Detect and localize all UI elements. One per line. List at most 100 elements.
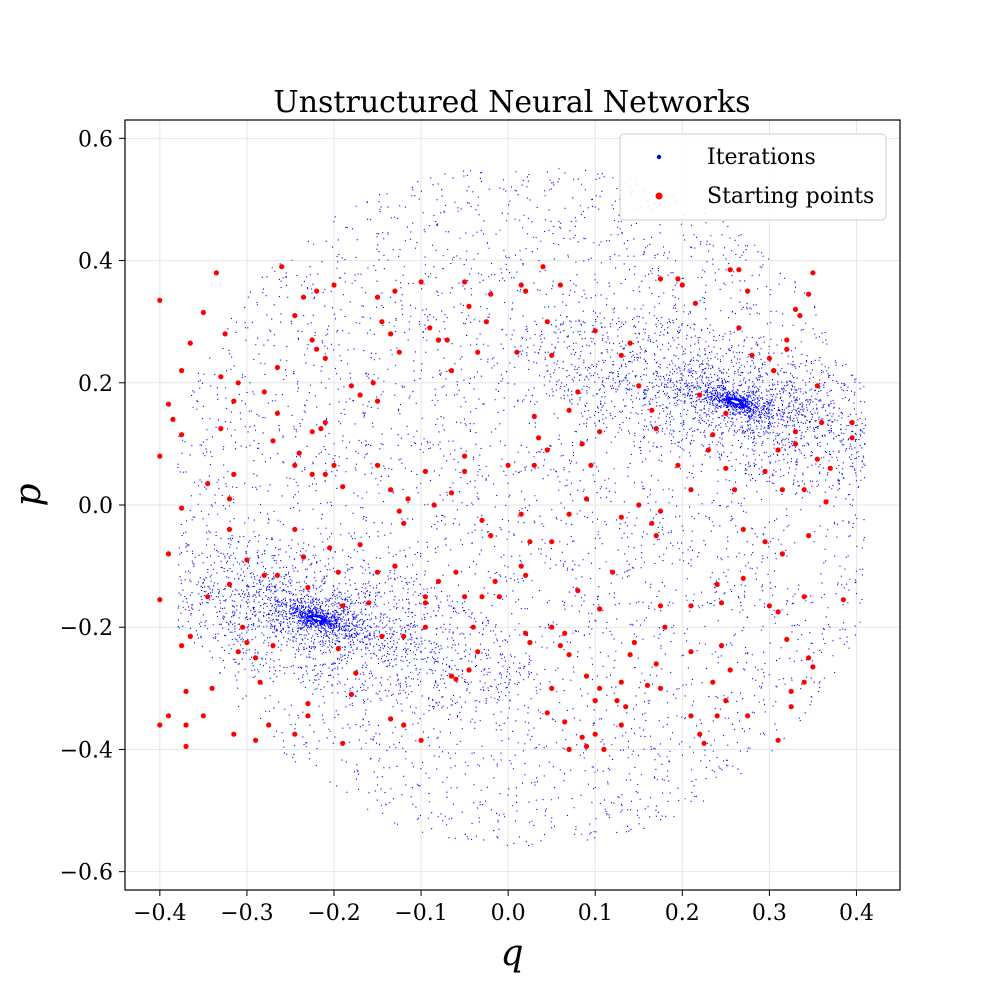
legend-starting-points-label: Starting points bbox=[707, 184, 874, 209]
starting-point bbox=[422, 600, 428, 606]
starting-point bbox=[183, 722, 189, 728]
starting-point bbox=[231, 398, 237, 404]
starting-point bbox=[435, 578, 442, 585]
starting-point bbox=[745, 288, 751, 294]
y-tick-label: 0.0 bbox=[78, 494, 113, 519]
axis-ticks: −0.4 −0.3 −0.2 −0.1 0.0 0.1 0.2 0.3 0.4 −0.6 −0.4 −… bbox=[60, 127, 874, 926]
starting-point bbox=[662, 624, 668, 630]
starting-point bbox=[610, 569, 616, 575]
starting-point bbox=[597, 685, 603, 691]
x-tick-label: −0.4 bbox=[133, 901, 186, 926]
starting-point bbox=[627, 652, 633, 658]
starting-point bbox=[348, 691, 354, 698]
starting-point bbox=[762, 468, 768, 474]
starting-points-series bbox=[157, 264, 855, 753]
starting-point bbox=[418, 279, 424, 285]
starting-point bbox=[388, 487, 394, 493]
starting-point bbox=[179, 432, 185, 438]
starting-point bbox=[523, 572, 529, 578]
starting-point bbox=[205, 481, 211, 487]
starting-point bbox=[392, 563, 398, 569]
starting-point bbox=[357, 392, 363, 398]
starting-point bbox=[157, 297, 163, 303]
starting-point bbox=[479, 517, 485, 523]
starting-point bbox=[697, 731, 703, 737]
starting-point bbox=[675, 276, 681, 282]
starting-point bbox=[653, 426, 659, 432]
starting-point bbox=[679, 282, 685, 288]
starting-point bbox=[849, 419, 855, 426]
starting-point bbox=[448, 368, 455, 374]
starting-point bbox=[379, 319, 385, 325]
starting-point bbox=[745, 713, 751, 719]
starting-point bbox=[322, 471, 328, 477]
starting-point bbox=[396, 508, 402, 514]
starting-point bbox=[692, 300, 699, 306]
starting-point bbox=[179, 368, 185, 374]
starting-point bbox=[200, 309, 206, 316]
starting-point bbox=[388, 716, 394, 722]
starting-point bbox=[749, 352, 755, 358]
starting-point bbox=[165, 713, 172, 719]
starting-point bbox=[653, 661, 659, 667]
starting-point bbox=[466, 303, 472, 309]
starting-point bbox=[261, 389, 267, 395]
starting-point bbox=[431, 502, 437, 508]
starting-point bbox=[592, 698, 598, 704]
starting-point bbox=[462, 279, 468, 285]
starting-point bbox=[244, 557, 250, 563]
starting-point bbox=[253, 655, 259, 661]
starting-point bbox=[579, 441, 585, 447]
starting-point bbox=[226, 496, 233, 502]
starting-point bbox=[697, 392, 703, 398]
starting-point bbox=[657, 603, 664, 609]
starting-point bbox=[453, 676, 459, 682]
starting-point bbox=[218, 374, 224, 380]
starting-point bbox=[157, 597, 163, 603]
legend-iterations-label: Iterations bbox=[707, 145, 816, 170]
y-tick-label: −0.2 bbox=[60, 616, 113, 641]
starting-point bbox=[218, 426, 224, 432]
starting-point bbox=[527, 539, 533, 545]
starting-point bbox=[775, 737, 781, 743]
starting-point bbox=[732, 487, 738, 493]
starting-point bbox=[562, 630, 568, 636]
starting-point bbox=[636, 502, 642, 508]
starting-point bbox=[340, 484, 346, 490]
starting-point bbox=[718, 643, 725, 649]
starting-point bbox=[705, 447, 712, 453]
legend-starting-points-marker bbox=[655, 192, 663, 200]
starting-point bbox=[819, 419, 825, 426]
starting-point bbox=[723, 698, 729, 704]
starting-point bbox=[374, 398, 381, 404]
y-tick-label: −0.6 bbox=[60, 861, 113, 886]
starting-point bbox=[566, 407, 572, 413]
starting-point bbox=[718, 600, 725, 606]
starting-point bbox=[618, 722, 624, 728]
starting-point bbox=[274, 410, 280, 416]
starting-point bbox=[366, 600, 372, 606]
legend-box bbox=[619, 133, 887, 221]
starting-point bbox=[775, 609, 781, 615]
starting-point bbox=[784, 636, 790, 643]
starting-point bbox=[270, 438, 276, 444]
starting-point bbox=[597, 429, 603, 435]
starting-point bbox=[557, 282, 564, 288]
starting-point bbox=[422, 594, 428, 600]
starting-point bbox=[597, 606, 603, 612]
starting-point bbox=[583, 496, 590, 502]
starting-point bbox=[335, 569, 341, 575]
starting-point bbox=[549, 685, 555, 691]
chart-title: Unstructured Neural Networks bbox=[273, 85, 750, 120]
x-tick-label: 0.3 bbox=[752, 901, 787, 926]
starting-point bbox=[213, 270, 219, 276]
starting-point bbox=[401, 520, 407, 526]
starting-point bbox=[518, 282, 524, 288]
starting-point bbox=[418, 737, 424, 743]
starting-point bbox=[335, 646, 341, 652]
starting-point bbox=[388, 331, 394, 337]
starting-point bbox=[340, 603, 346, 609]
starting-point bbox=[849, 435, 855, 441]
starting-point bbox=[792, 429, 799, 435]
